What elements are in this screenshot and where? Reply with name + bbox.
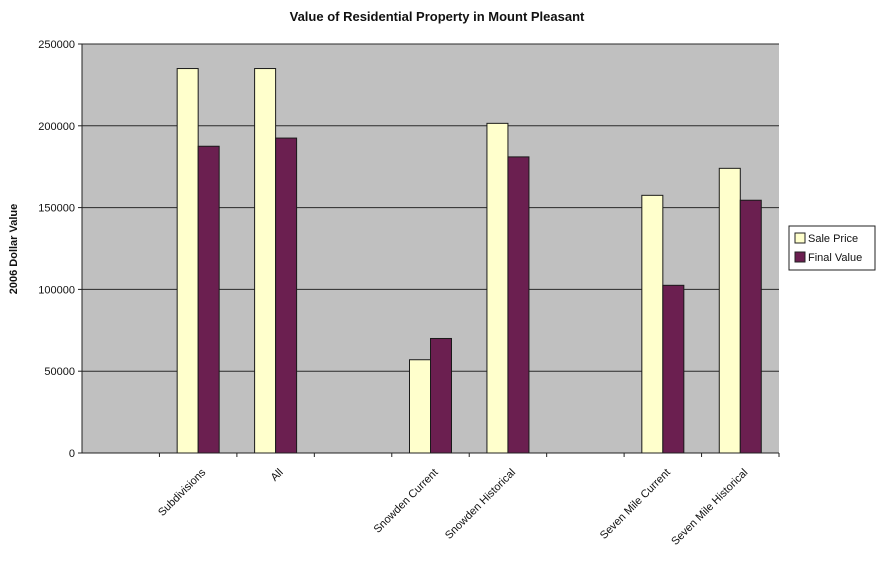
x-tick-label: Subdivisions — [156, 466, 209, 519]
x-tick-labels: Subdivisions All Snowden Current Snowden Hi… — [156, 453, 780, 548]
axes — [81, 44, 779, 454]
x-tick-label: Snowden Historical — [443, 467, 518, 542]
bar-final-value — [507, 156, 530, 454]
bar-sale-price — [254, 68, 277, 454]
bar-sale-price — [409, 359, 431, 454]
y-axis-label: 2006 Dollar Value — [8, 204, 20, 295]
bar-sale-price — [176, 68, 199, 454]
x-tick-label: Seven Mile Historical — [669, 467, 750, 548]
bar-sale-price — [486, 122, 509, 454]
legend-swatch-final-value — [794, 251, 806, 263]
bar-final-value — [430, 337, 452, 454]
bar-final-value — [739, 199, 762, 454]
x-tick-label: Snowden Current — [372, 467, 441, 536]
legend-label-sale-price: Sale Price — [808, 233, 858, 245]
bar-final-value — [275, 137, 298, 454]
x-tick-label: Seven Mile Current — [598, 467, 673, 542]
y-tick-labels: 0 50000 100000 150000 200000 250000 — [38, 39, 82, 460]
legend-label-final-value: Final Value — [808, 252, 862, 264]
chart-title: Value of Residential Property in Mount P… — [290, 9, 585, 24]
y-tick-label: 200000 — [38, 121, 75, 133]
y-tick-label: 100000 — [38, 284, 75, 296]
y-tick-label: 150000 — [38, 203, 75, 215]
bar-sale-price — [718, 167, 741, 454]
legend: Sale Price Final Value — [788, 225, 876, 271]
y-tick-label: 50000 — [44, 366, 75, 378]
bar-final-value — [662, 284, 685, 454]
y-tick-label: 250000 — [38, 39, 75, 51]
y-tick-label: 0 — [69, 448, 75, 460]
legend-swatch-sale-price — [794, 232, 806, 244]
x-tick-label: All — [269, 467, 286, 484]
bar-sale-price — [641, 194, 664, 454]
bar-final-value — [197, 145, 220, 454]
